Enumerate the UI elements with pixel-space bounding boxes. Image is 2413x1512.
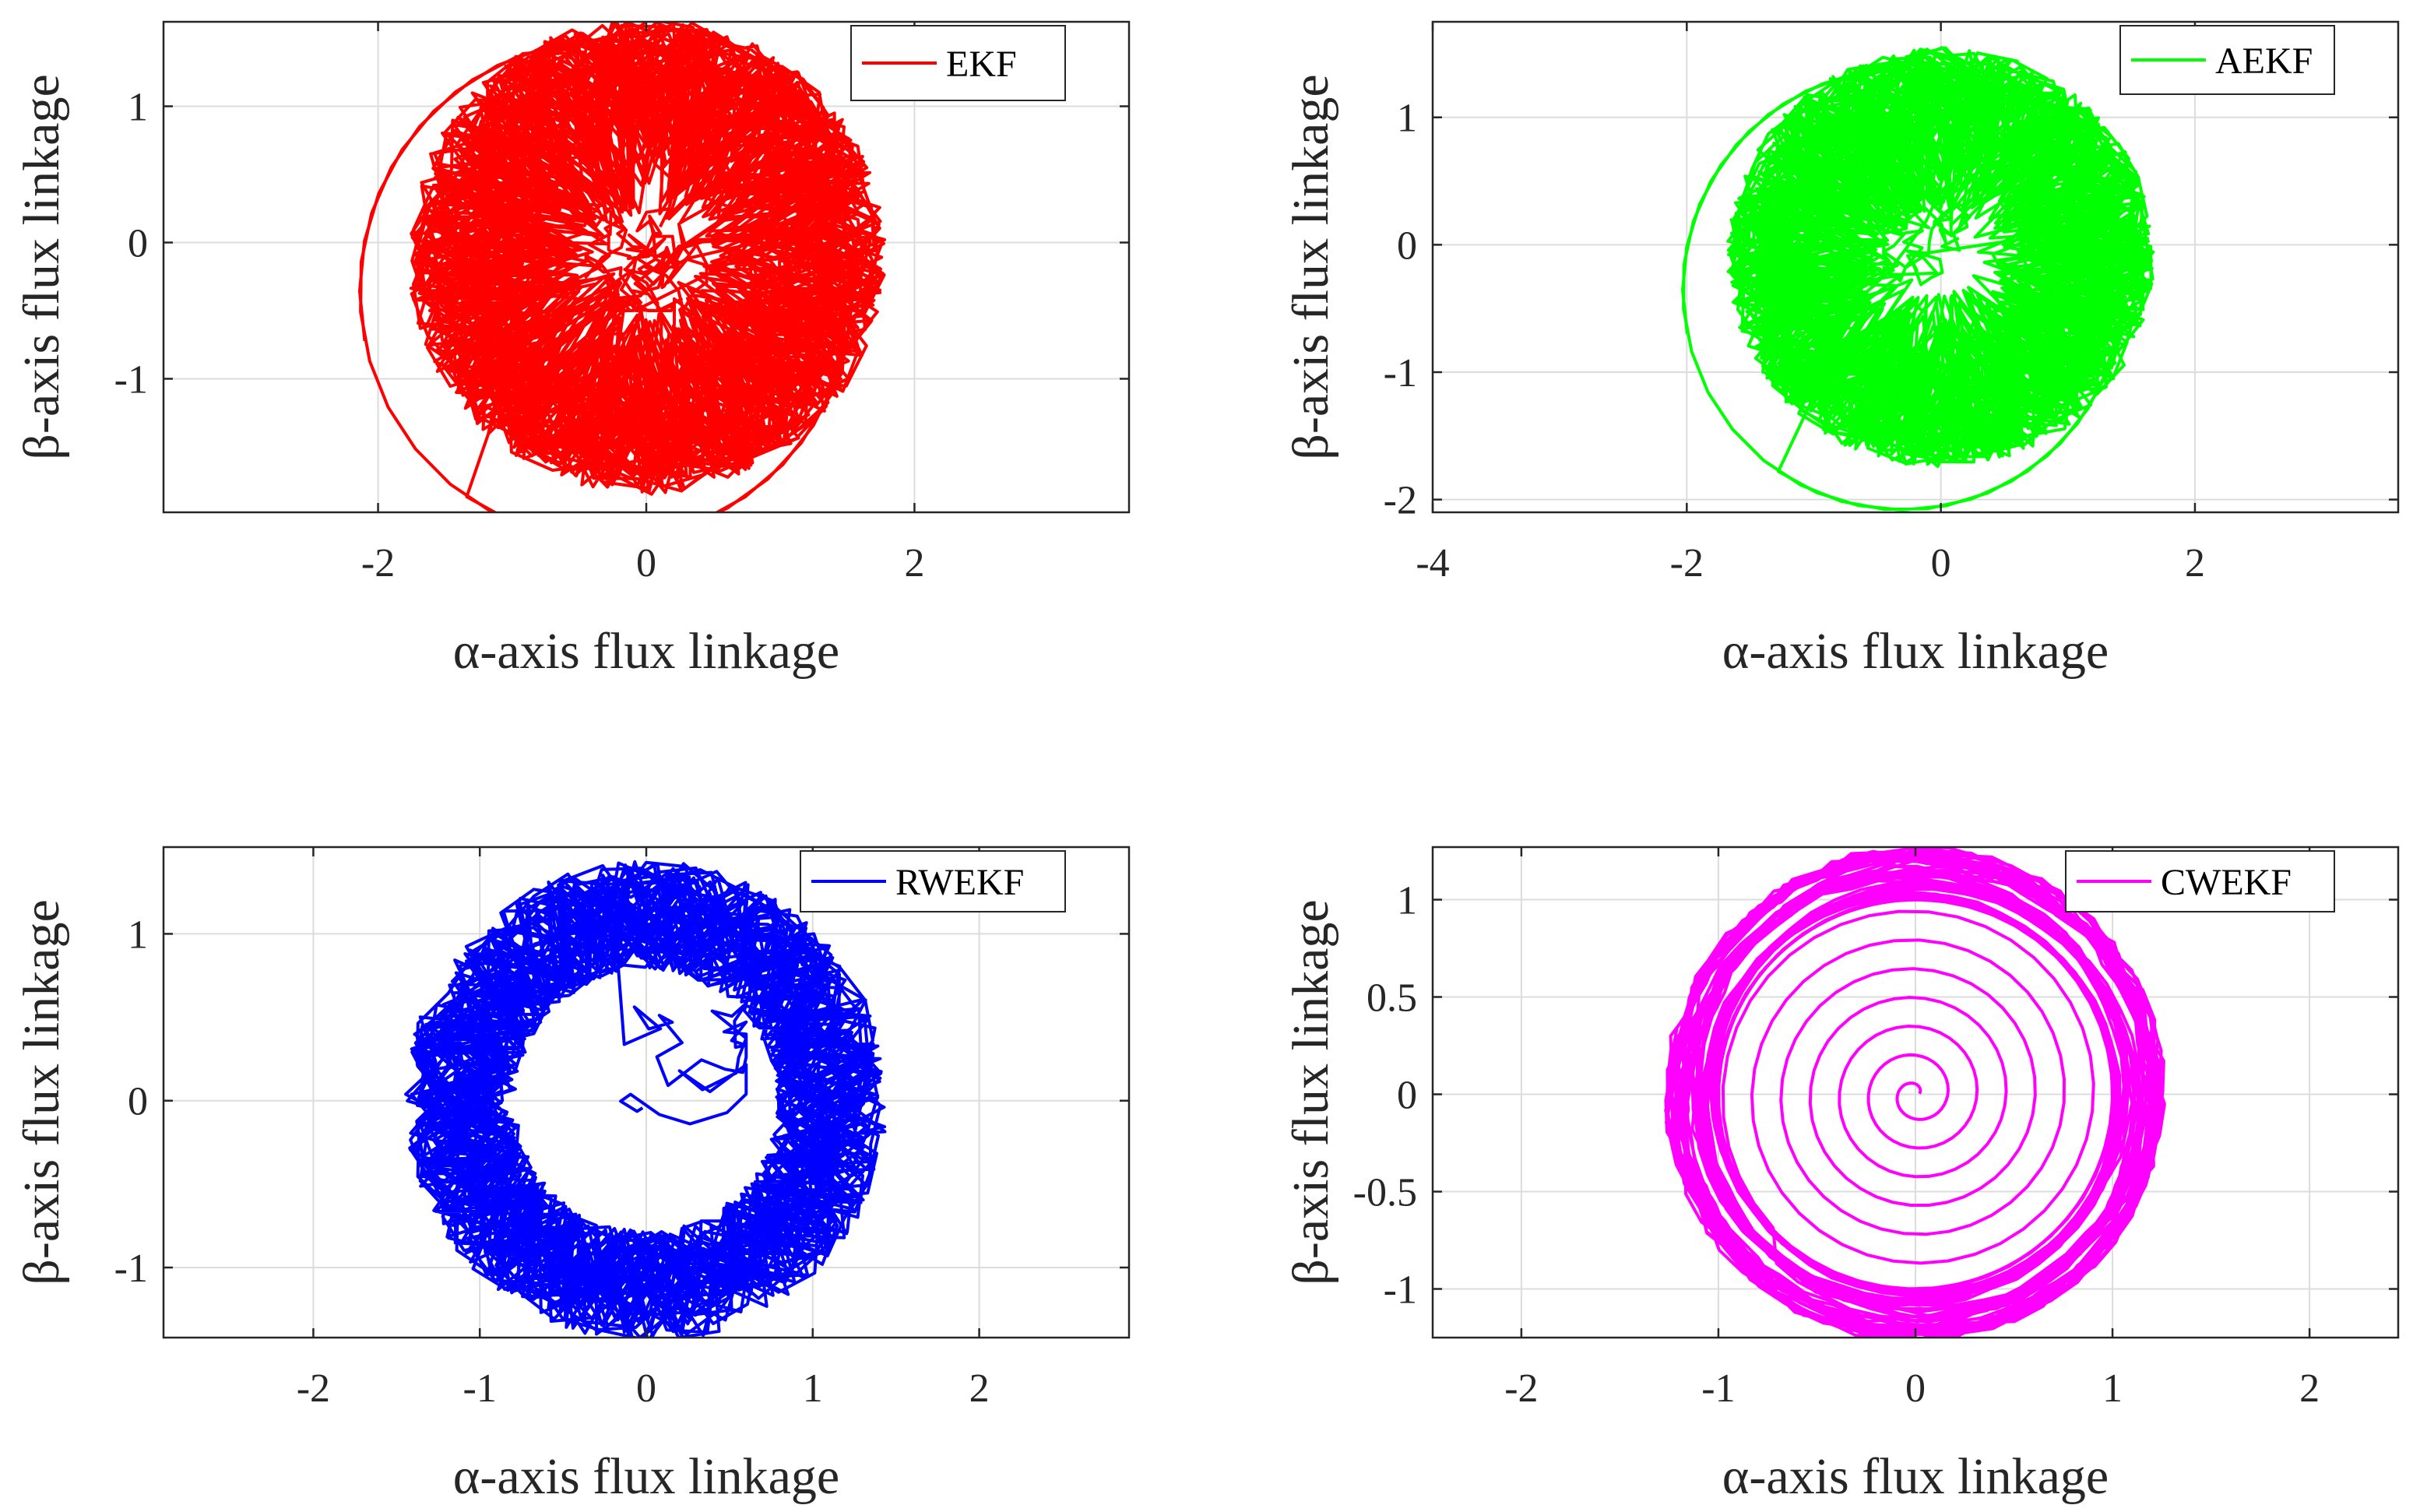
x-tick-label: 0 [1931,541,1951,585]
y-tick-label: -1 [1384,351,1417,396]
y-axis-title: β-axis flux linkage [1282,899,1339,1285]
chart-panel: -4 -2 0 2 -2 -1 0 1 α-axis flux linkage β-axis fl… [1282,20,2400,680]
chart-panel: -2 -1 0 1 2 -1 -0.5 0 0.5 1 α-axis flux linkage β-a… [1282,846,2400,1505]
y-tick-label: -1 [114,358,148,403]
y-axis-title: β-axis flux linkage [13,74,70,459]
x-axis-title: α-axis flux linkage [453,1448,839,1505]
legend-label: AEKF [2215,40,2313,82]
x-tick-label: 0 [636,1366,656,1411]
legend-label: RWEKF [895,862,1024,903]
x-tick-label: 2 [904,541,924,585]
y-tick-label: 0 [1397,223,1417,268]
x-axis-title: α-axis flux linkage [453,623,839,680]
x-tick-label: 2 [2299,1366,2320,1411]
x-tick-label: -2 [1504,1366,1538,1411]
x-tick-label: -2 [361,541,395,585]
legend-label: CWEKF [2161,862,2292,903]
x-tick-label: 0 [1905,1366,1926,1411]
y-tick-label: 0.5 [1367,976,1417,1021]
x-axis-title: α-axis flux linkage [1722,623,2109,680]
y-tick-label: -1 [114,1247,148,1291]
axes-box [1431,20,2400,514]
series-line-rwekf [404,860,887,1338]
legend: EKF [850,25,1066,101]
y-tick-label: -0.5 [1353,1171,1417,1215]
series-line-aekf [1681,46,2155,512]
x-tick-label: 2 [969,1366,990,1411]
x-tick-label: -4 [1416,541,1449,585]
chart-panel: -2 -1 0 1 2 -1 0 1 α-axis flux linkage β-axis flu… [13,846,1131,1505]
series-line-cwekf [1664,847,2166,1338]
y-tick-label: 1 [128,86,148,130]
y-axis-title: β-axis flux linkage [13,899,70,1285]
x-tick-label: 1 [803,1366,823,1411]
y-tick-label: -1 [1384,1268,1417,1313]
chart-panel: -2 0 2 -1 0 1 α-axis flux linkage β-axis flux l… [13,20,1131,680]
x-tick-label: -2 [297,1366,330,1411]
y-tick-label: 0 [128,1080,148,1124]
y-tick-label: 0 [128,222,148,266]
legend: AEKF [2119,25,2335,95]
y-tick-label: 1 [1397,879,1417,923]
x-tick-label: -2 [1670,541,1704,585]
legend-label: EKF [946,44,1017,85]
x-tick-label: 2 [2185,541,2205,585]
x-axis-title: α-axis flux linkage [1722,1448,2109,1505]
x-tick-label: 1 [2102,1366,2123,1411]
y-tick-label: 0 [1397,1074,1417,1118]
x-tick-label: -1 [1701,1366,1735,1411]
legend: RWEKF [800,850,1066,912]
y-tick-label: 1 [128,912,148,957]
y-tick-label: -2 [1384,479,1417,523]
y-axis-title: β-axis flux linkage [1282,74,1339,459]
series-line-ekf [357,22,887,512]
x-tick-label: 0 [636,541,656,585]
legend: CWEKF [2065,850,2335,912]
x-tick-label: -1 [463,1366,497,1411]
y-tick-label: 1 [1397,97,1417,141]
